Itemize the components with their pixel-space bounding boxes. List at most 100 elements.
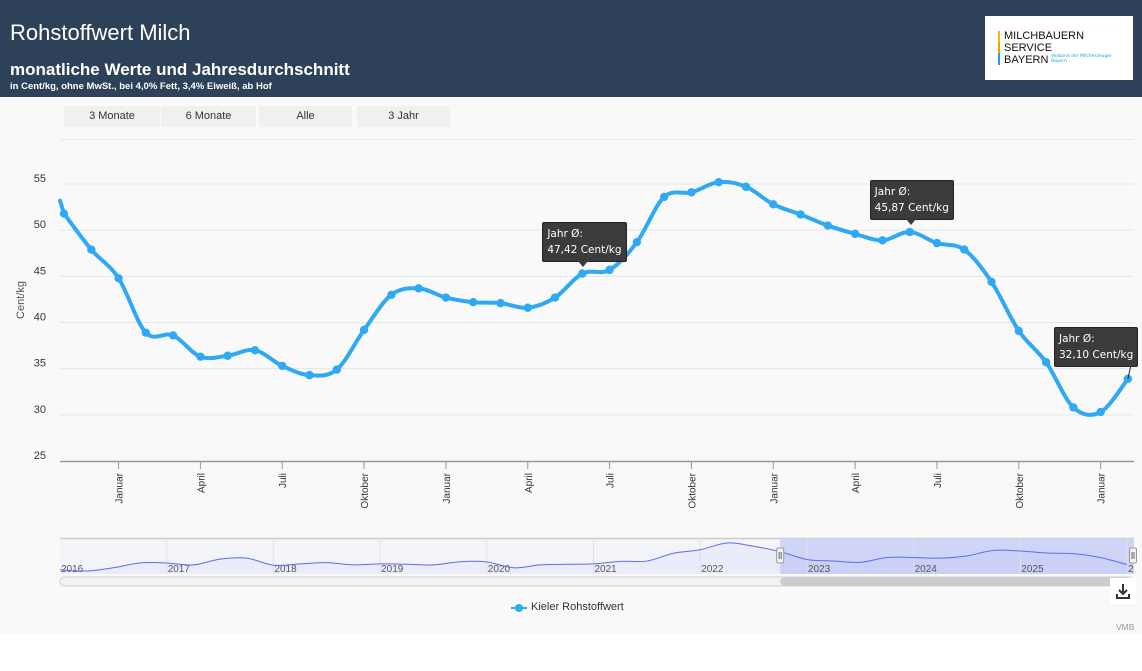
data-point xyxy=(141,328,151,337)
tooltip-arrow xyxy=(905,219,916,226)
data-point xyxy=(250,346,260,355)
tooltip-value: 47,42 Cent/kg xyxy=(547,243,622,256)
navigator-handle[interactable] xyxy=(776,547,785,564)
y-tick-label: 35 xyxy=(34,358,46,370)
data-point xyxy=(305,370,314,380)
x-tick-label: Oktober xyxy=(687,472,698,508)
credit: VMB xyxy=(1116,622,1135,632)
data-point xyxy=(796,210,805,219)
download-button[interactable] xyxy=(1110,578,1136,604)
line-chart: 25 30 35 40 45 50 55 Cent/kg Januar April Juli Ok… xyxy=(15,139,1142,587)
x-tick-label: Juli xyxy=(278,473,289,488)
x-tick-label: April xyxy=(196,473,207,493)
x-tick-label: Oktober xyxy=(360,472,371,508)
navigator-year-label: 2022 xyxy=(701,564,724,575)
tooltip-connector xyxy=(1127,364,1132,379)
legend-marker-icon xyxy=(515,604,523,612)
navigator-content: 2016 2017 2018 2019 2020 2021 2022 2023 2024 2025… xyxy=(60,538,1142,575)
data-point xyxy=(441,293,451,302)
navigator-handle[interactable] xyxy=(1129,547,1137,564)
navigator-area xyxy=(60,542,1127,574)
data-point xyxy=(687,188,696,197)
data-point xyxy=(1014,326,1023,336)
unit-note: in Cent/kg, ohne MwSt., bei 4,0% Fett, 3… xyxy=(10,81,272,92)
range-button-3-jahr[interactable]: 3 Jahr xyxy=(357,106,450,127)
navigator-year-label: 2023 xyxy=(808,564,831,575)
navigator-year-label: 2018 xyxy=(274,564,297,575)
y-tick-label: 55 xyxy=(34,173,46,185)
tooltip-label: Jahr Ø: xyxy=(874,186,911,199)
data-point xyxy=(714,177,723,187)
data-point xyxy=(1096,407,1105,417)
tooltip-label: Jahr Ø: xyxy=(1059,332,1095,345)
data-point xyxy=(496,298,505,308)
data-point xyxy=(659,192,669,202)
tooltip-arrow xyxy=(578,260,589,267)
data-point xyxy=(632,237,642,247)
navigator-year-label: 2019 xyxy=(381,564,404,575)
data-point xyxy=(987,277,996,287)
range-button-alle[interactable]: Alle xyxy=(259,106,352,127)
x-axis-ticks: Januar April Juli Oktober Januar April Juli Okt… xyxy=(115,461,1108,509)
y-tick-label: 40 xyxy=(34,312,46,324)
data-point xyxy=(414,284,423,293)
data-point xyxy=(1069,403,1078,412)
header: Rohstoffwert Milch monatliche Werte und … xyxy=(0,0,1142,97)
data-point xyxy=(87,245,96,254)
data-point xyxy=(196,352,205,361)
tooltip-label: Jahr Ø: xyxy=(547,227,583,240)
x-tick-label: Juli xyxy=(606,473,617,488)
gridlines xyxy=(60,139,1134,416)
data-point xyxy=(114,273,123,283)
logo-tagline: Verband der Milcherzeuger Bayern xyxy=(1051,54,1112,64)
x-tick-label: Januar xyxy=(769,472,780,503)
x-tick-label: April xyxy=(851,473,862,493)
navigator-line xyxy=(60,542,1128,572)
x-tick-label: Januar xyxy=(442,472,453,503)
annual-average-tooltip: Jahr Ø: 47,42 Cent/kg xyxy=(542,221,627,267)
y-tick-label: 25 xyxy=(34,450,46,462)
range-button-6-monate[interactable]: 6 Monate xyxy=(161,106,256,127)
navigator-year-label: 2026 xyxy=(1128,564,1142,575)
data-point xyxy=(359,325,369,335)
series-line xyxy=(62,179,1130,417)
range-button-3-monate[interactable]: 3 Monate xyxy=(64,106,160,127)
x-tick-label: Januar xyxy=(1097,472,1108,503)
navigator-year-label: 2020 xyxy=(488,564,511,575)
data-point xyxy=(469,297,478,307)
x-tick-label: Juli xyxy=(933,473,944,488)
page-title: Rohstoffwert Milch xyxy=(10,20,191,45)
legend-label: Kieler Rohstoffwert xyxy=(531,601,624,613)
data-point xyxy=(741,182,751,191)
data-point xyxy=(823,221,833,230)
navigator-selection xyxy=(780,539,1134,574)
data-point xyxy=(1041,358,1051,367)
logo-bar-orange xyxy=(998,42,1000,53)
y-axis-labels: 25 30 35 40 45 50 55 xyxy=(34,173,46,462)
milchbauern-service-bayern-logo: MILCHBAUERN SERVICE BAYERN Verband der M… xyxy=(985,16,1133,80)
x-tick-label: Oktober xyxy=(1015,472,1026,508)
series-kieler-rohstoffwert xyxy=(58,177,1133,417)
scrollbar[interactable] xyxy=(59,576,1135,587)
y-axis-title: Cent/kg xyxy=(15,281,27,319)
x-tick-label: April xyxy=(524,473,535,493)
tooltip-value: 45,87 Cent/kg xyxy=(874,202,949,215)
navigator[interactable]: 2016 2017 2018 2019 2020 2021 2022 2023 2024 2025… xyxy=(60,537,1142,575)
logo-line3: BAYERN xyxy=(1004,54,1049,66)
tooltip-value: 32,10 Cent/kg xyxy=(1059,348,1134,361)
data-point xyxy=(878,236,887,245)
data-point xyxy=(850,229,860,239)
page-subtitle: monatliche Werte und Jahresdurchschnitt xyxy=(10,60,350,79)
data-point xyxy=(59,209,69,218)
y-tick-label: 30 xyxy=(34,404,46,416)
scrollbar-thumb[interactable] xyxy=(780,577,1130,586)
download-icon xyxy=(1116,584,1130,599)
data-point xyxy=(332,365,341,374)
y-tick-label: 50 xyxy=(34,219,46,231)
y-tick-label: 45 xyxy=(34,265,46,277)
navigator-year-label: 2017 xyxy=(168,564,191,575)
navigator-year-label: 2016 xyxy=(61,564,84,575)
data-point xyxy=(550,293,560,302)
data-point xyxy=(387,290,396,300)
data-point xyxy=(523,303,532,312)
